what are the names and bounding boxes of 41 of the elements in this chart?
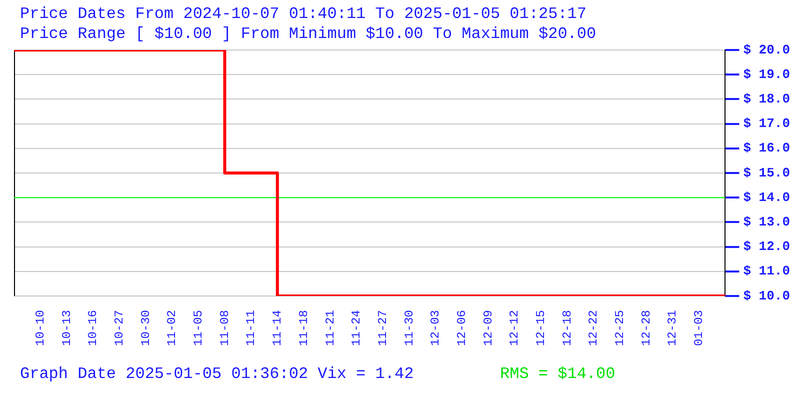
x-tick-label: 12-18 bbox=[560, 310, 574, 346]
x-tick-label: 10-13 bbox=[60, 310, 74, 346]
x-tick-label: 01-03 bbox=[692, 310, 706, 346]
y-tick-label: $ 20.0 bbox=[743, 42, 790, 58]
x-tick-label: 12-25 bbox=[613, 310, 627, 346]
x-tick-label: 12-06 bbox=[454, 310, 469, 346]
y-tick-label: $ 11.0 bbox=[743, 264, 790, 279]
x-tick-label: 12-22 bbox=[586, 310, 601, 346]
y-tick-label: $ 15.0 bbox=[743, 165, 790, 180]
x-tick-label: 10-10 bbox=[34, 310, 48, 346]
x-tick-label: 10-27 bbox=[112, 310, 127, 346]
x-tick-label: 11-08 bbox=[218, 310, 232, 346]
x-tick-label: 12-09 bbox=[481, 310, 496, 346]
y-tick-label: $ 10.0 bbox=[743, 288, 790, 304]
x-tick-label: 11-21 bbox=[323, 310, 338, 346]
chart-title: Price Dates From 2024-10-07 01:40:11 To 2025-01-05 01:25:17 bbox=[20, 5, 586, 23]
y-tick-label: $ 13.0 bbox=[743, 214, 790, 230]
y-tick-label: $ 17.0 bbox=[743, 116, 790, 132]
text: RMS = $14.00 bbox=[500, 365, 616, 383]
y-tick-label: $ 18.0 bbox=[743, 91, 790, 106]
y-tick-label: $ 19.0 bbox=[743, 66, 790, 82]
x-tick-label: 12-28 bbox=[639, 310, 654, 346]
x-tick-label: 11-18 bbox=[296, 310, 311, 346]
y-tick-label: $ 16.0 bbox=[743, 140, 790, 156]
x-tick-label: 12-31 bbox=[666, 310, 680, 346]
y-tick-label: $ 12.0 bbox=[743, 239, 790, 254]
x-tick-label: 11-11 bbox=[244, 310, 258, 346]
y-tick-label: $ 14.0 bbox=[743, 190, 790, 205]
x-tick-label: 11-02 bbox=[165, 310, 180, 346]
x-tick-label: 10-16 bbox=[86, 310, 100, 346]
x-tick-label: 11-27 bbox=[376, 310, 390, 346]
chart-subtitle: Price Range [ $10.00 ] From Minimum $10.00 To Maximum $20.00 bbox=[20, 25, 596, 43]
text: Graph Date 2025-01-05 01:36:02 Vix = 1.42 bbox=[20, 365, 414, 383]
x-tick-label: 12-15 bbox=[534, 310, 548, 346]
x-tick-label: 11-30 bbox=[402, 310, 416, 346]
x-tick-label: 12-12 bbox=[508, 310, 522, 346]
x-tick-label: 12-03 bbox=[428, 310, 443, 346]
x-tick-label: 10-30 bbox=[138, 310, 153, 346]
x-tick-label: 11-05 bbox=[192, 310, 206, 346]
x-tick-label: 11-14 bbox=[270, 310, 285, 346]
x-tick-label: 11-24 bbox=[350, 310, 364, 346]
